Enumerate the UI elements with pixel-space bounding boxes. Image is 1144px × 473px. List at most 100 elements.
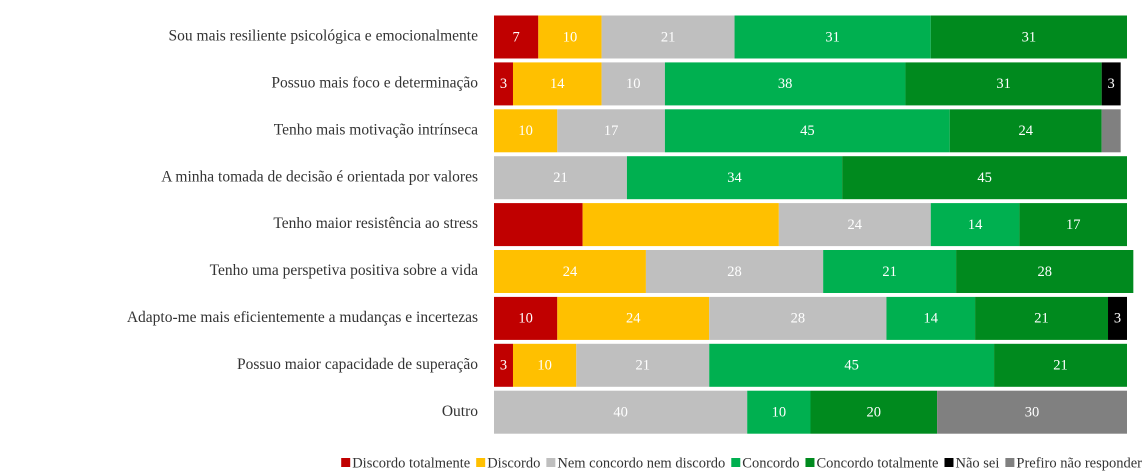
legend-swatch	[476, 458, 486, 467]
value-label: 38	[778, 76, 793, 92]
legend-label: Concordo	[742, 455, 799, 471]
bar-segment	[709, 296, 887, 340]
bar-segment	[494, 343, 513, 387]
bar-segment	[582, 203, 779, 247]
value-label: 24	[563, 264, 578, 280]
category-label: Possuo maior capacidade de superação	[237, 356, 478, 373]
value-label: 28	[1037, 264, 1052, 280]
value-label: 10	[537, 358, 552, 374]
value-label: 21	[1053, 358, 1068, 374]
legend-swatch	[546, 458, 556, 467]
bar-segment	[734, 15, 931, 59]
bar-segment	[930, 203, 1020, 247]
bar-segment	[664, 109, 950, 153]
bar-segment	[810, 390, 938, 434]
bar-segment	[601, 15, 735, 59]
value-label: 45	[977, 170, 992, 186]
bar-segment	[601, 62, 665, 106]
bar-segment	[626, 156, 843, 200]
bar-segment	[778, 203, 931, 247]
value-label: 30	[1025, 405, 1040, 421]
value-label: 21	[1034, 311, 1049, 327]
value-label: 28	[791, 311, 806, 327]
value-label: 45	[844, 358, 859, 374]
bar-segment	[1108, 296, 1127, 340]
bar-segment	[949, 109, 1102, 153]
legend-label: Discordo	[487, 455, 540, 471]
bar-segment	[576, 343, 710, 387]
category-label: Possuo mais foco e determinação	[271, 74, 478, 91]
value-label: 21	[661, 29, 676, 45]
value-label: 28	[727, 264, 742, 280]
value-label: 10	[518, 123, 533, 139]
legend-swatch	[731, 458, 741, 467]
value-label: 24	[1018, 123, 1033, 139]
legend-label: Nem concordo nem discordo	[557, 455, 725, 471]
bar-segment	[664, 62, 906, 106]
category-label: Tenho maior resistência ao stress	[273, 215, 478, 232]
bar-segment	[1019, 203, 1127, 247]
value-label: 3	[1108, 76, 1115, 92]
legend-swatch	[1005, 458, 1015, 467]
value-label: 21	[882, 264, 897, 280]
value-label: 3	[1114, 311, 1121, 327]
bar-segment	[494, 109, 558, 153]
category-label: Tenho uma perspetiva positiva sobre a vi…	[210, 262, 478, 279]
bar-segment	[494, 203, 583, 247]
value-label: 21	[553, 170, 568, 186]
category-label: A minha tomada de decisão é orientada po…	[161, 168, 478, 185]
category-label: Adapto-me mais eficientemente a mudanças…	[127, 309, 478, 326]
category-label: Sou mais resiliente psicológica e emocio…	[169, 28, 479, 45]
bar-segment	[1101, 109, 1121, 153]
bar-segment	[494, 156, 627, 200]
bar-segment	[842, 156, 1127, 200]
bar-segment	[930, 15, 1127, 59]
value-label: 10	[563, 29, 578, 45]
value-label: 34	[727, 170, 742, 186]
category-label: Tenho mais motivação intrínseca	[274, 121, 478, 138]
bar-segment	[1101, 62, 1121, 106]
bar-segment	[747, 390, 811, 434]
bar-segment	[494, 390, 748, 434]
value-label: 10	[626, 76, 641, 92]
value-label: 21	[636, 358, 651, 374]
bar-segment	[823, 250, 957, 293]
legend-label: Prefiro não responder	[1016, 455, 1142, 471]
bar-segment	[956, 250, 1134, 293]
value-label: 20	[867, 405, 882, 421]
legend-swatch	[341, 458, 351, 467]
value-label: 31	[996, 76, 1011, 92]
bar-segment	[494, 15, 539, 59]
value-label: 17	[604, 123, 619, 139]
bar-segment	[905, 62, 1102, 106]
bar-segment	[886, 296, 976, 340]
value-label: 10	[518, 311, 533, 327]
bar-segment	[557, 109, 665, 153]
value-label: 3	[500, 358, 507, 374]
bar-segment	[975, 296, 1109, 340]
value-label: 14	[968, 217, 983, 233]
value-label: 14	[924, 311, 939, 327]
bar-segment	[538, 15, 602, 59]
legend-label: Não sei	[955, 455, 999, 471]
bar-segment	[709, 343, 995, 387]
value-label: 24	[626, 311, 641, 327]
legend-swatch	[944, 458, 954, 467]
value-label: 45	[800, 123, 815, 139]
bar-segment	[512, 62, 602, 106]
value-label: 14	[550, 76, 565, 92]
bar-segment	[512, 343, 577, 387]
value-label: 31	[825, 29, 840, 45]
value-label: 31	[1022, 29, 1037, 45]
value-label: 40	[613, 405, 628, 421]
value-label: 17	[1066, 217, 1081, 233]
value-label: 10	[772, 405, 787, 421]
value-label: 3	[500, 76, 507, 92]
value-label: 7	[513, 29, 520, 45]
bar-segment	[494, 62, 513, 106]
bar-segment	[994, 343, 1127, 387]
bar-segment	[645, 250, 824, 293]
value-label: 24	[848, 217, 863, 233]
bar-segment	[557, 296, 710, 340]
